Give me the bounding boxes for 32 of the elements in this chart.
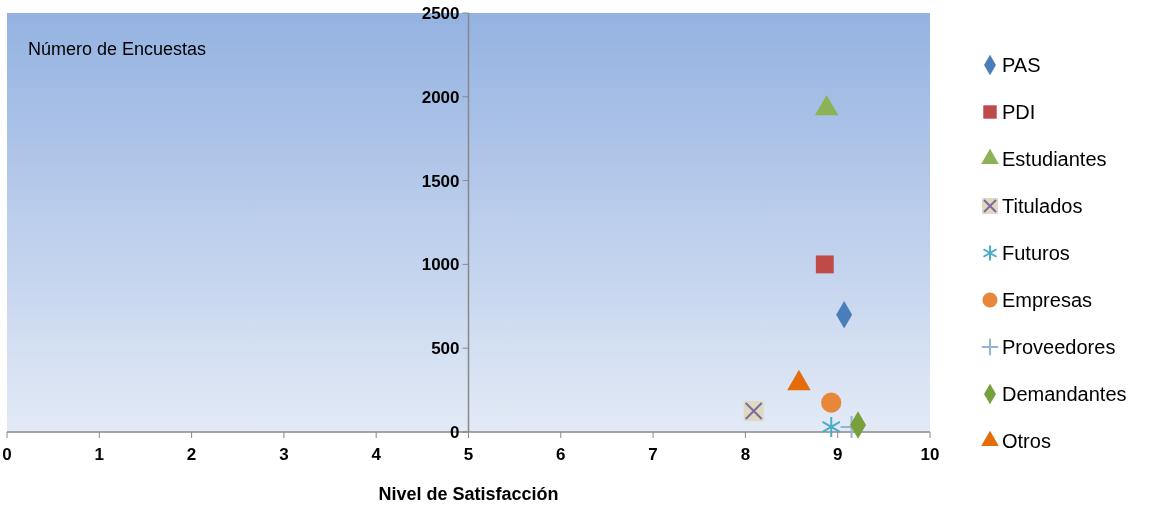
- y-tick-label: 2000: [421, 87, 460, 107]
- legend-label: PDI: [1002, 101, 1036, 123]
- x-tick-label: 8: [740, 445, 751, 464]
- legend-label: Estudiantes: [1002, 148, 1107, 170]
- x-tick-label: 10: [920, 445, 940, 464]
- y-tick-label: 2500: [421, 4, 460, 23]
- legend-label: Titulados: [1002, 195, 1083, 217]
- y-tick-label: 1000: [421, 255, 460, 275]
- x-tick-label: 4: [371, 445, 382, 464]
- y-axis-title: Número de Encuestas: [28, 39, 207, 59]
- legend-label: Futuros: [1002, 242, 1070, 264]
- legend-label: Demandantes: [1002, 383, 1127, 405]
- y-tick-label: 500: [431, 339, 460, 359]
- legend-label: Otros: [1002, 430, 1051, 452]
- legend-label: Empresas: [1002, 289, 1093, 311]
- x-tick-label: 3: [279, 445, 289, 464]
- x-tick-label: 7: [648, 445, 658, 464]
- x-tick-label: 0: [2, 445, 12, 464]
- legend-label: PAS: [1002, 54, 1041, 76]
- legend-label: Proveedores: [1002, 336, 1116, 358]
- point: [821, 415, 841, 438]
- x-tick-label: 1: [94, 445, 105, 464]
- x-tick-label: 6: [556, 445, 566, 464]
- x-axis-title: Nivel de Satisfacción: [378, 484, 559, 504]
- x-tick-label: 2: [186, 445, 197, 464]
- point: [815, 255, 834, 274]
- point: [814, 94, 839, 116]
- x-tick-label: 5: [463, 445, 474, 464]
- point: [821, 392, 842, 413]
- y-tick-label: 1500: [421, 171, 460, 191]
- y-tick-label: 0: [450, 423, 460, 442]
- x-tick-label: 9: [832, 445, 843, 464]
